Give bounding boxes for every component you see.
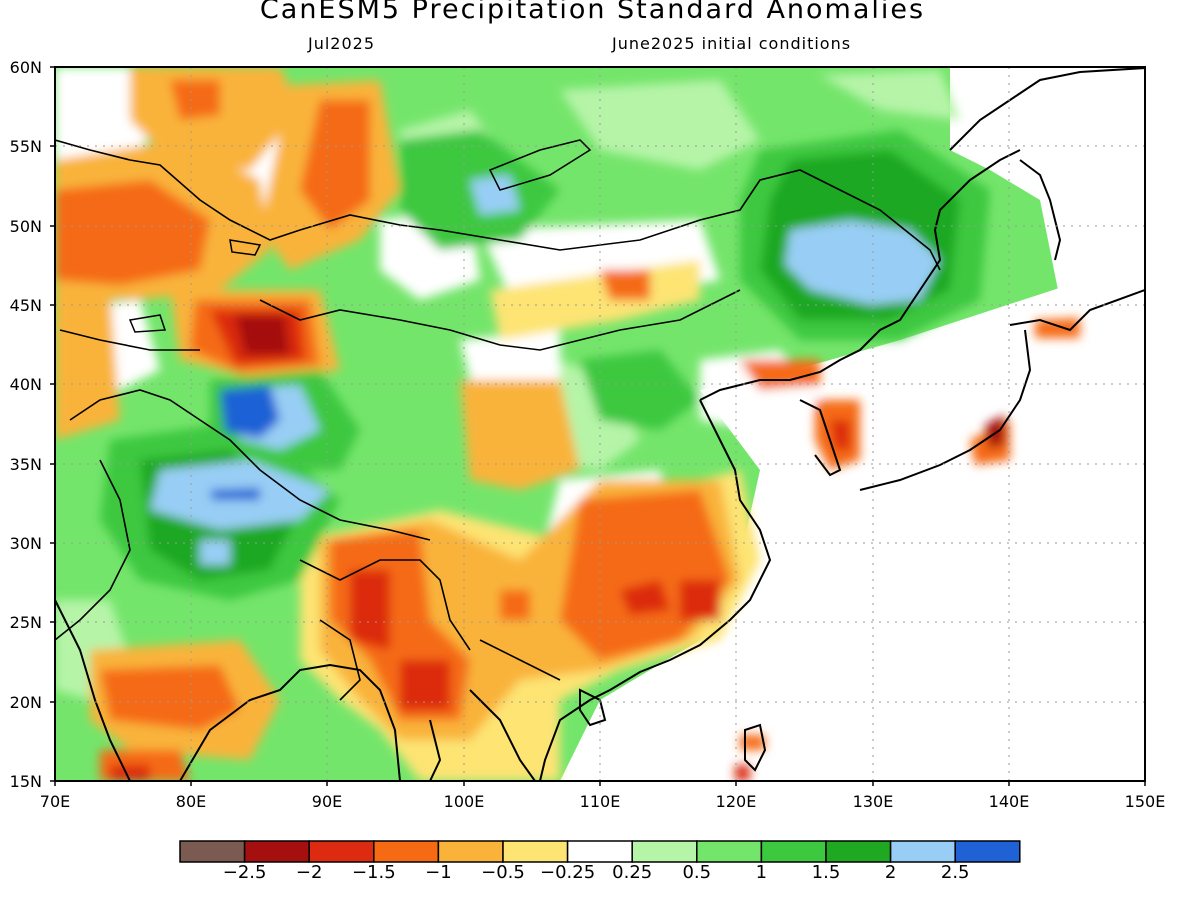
coastlines <box>55 67 1145 781</box>
lat-label: 35N <box>10 455 42 474</box>
colorbar-label: −2 <box>295 862 323 883</box>
lon-label: 120E <box>716 792 757 811</box>
colorbar <box>179 840 1021 863</box>
lat-label: 20N <box>10 693 42 712</box>
lon-label: 70E <box>40 792 70 811</box>
lat-label: 15N <box>10 772 42 791</box>
lon-label: 110E <box>580 792 621 811</box>
lon-label: 150E <box>1125 792 1166 811</box>
colorbar-swatch <box>243 840 310 863</box>
colorbar-swatch <box>760 840 827 863</box>
colorbar-swatch <box>502 840 569 863</box>
colorbar-label: −1 <box>425 862 452 883</box>
anomaly-field <box>55 67 1145 781</box>
colorbar-label: 2 <box>884 862 897 883</box>
colorbar-label: −0.25 <box>540 862 596 883</box>
lat-label: 50N <box>10 217 42 236</box>
lon-label: 100E <box>444 792 485 811</box>
colorbar-swatch <box>373 840 440 863</box>
colorbar-swatch <box>179 840 246 863</box>
gridlines <box>55 67 1145 781</box>
map-title: CanESM5 Precipitation Standard Anomalies <box>259 0 926 25</box>
colorbar-label: 0.5 <box>682 862 712 883</box>
lon-label: 140E <box>989 792 1030 811</box>
colorbar-label: 0.25 <box>612 862 653 883</box>
init-conditions-label: June2025 initial conditions <box>612 34 852 53</box>
colorbar-swatch <box>696 840 763 863</box>
lon-label: 90E <box>312 792 342 811</box>
lon-label: 130E <box>853 792 894 811</box>
colorbar-swatch <box>889 840 956 863</box>
colorbar-swatch <box>308 840 375 863</box>
latitude-labels: 60N 55N 50N 45N 40N 35N 30N 25N 20N 15N <box>10 58 42 791</box>
colorbar-label: 2.5 <box>940 862 970 883</box>
colorbar-label: −2.5 <box>222 862 267 883</box>
colorbar-label: −1.5 <box>351 862 396 883</box>
lat-label: 30N <box>10 534 42 553</box>
colorbar-swatch <box>437 840 504 863</box>
lat-label: 25N <box>10 613 42 632</box>
lat-label: 55N <box>10 137 42 156</box>
colorbar-label: 1 <box>755 862 768 883</box>
colorbar-swatch <box>566 840 633 863</box>
country-borders <box>55 139 941 701</box>
colorbar-swatch <box>631 840 698 863</box>
colorbar-label: 1.5 <box>811 862 841 883</box>
lat-label: 40N <box>10 375 42 394</box>
colorbar-swatch <box>954 840 1021 863</box>
colorbar-label: −0.5 <box>481 862 525 883</box>
lon-label: 80E <box>176 792 206 811</box>
longitude-labels: 70E 80E 90E 100E 110E 120E 130E 140E 150… <box>40 792 1166 811</box>
lat-label: 45N <box>10 296 42 315</box>
lat-label: 60N <box>10 58 42 77</box>
month-label: Jul2025 <box>308 34 376 53</box>
colorbar-swatch <box>825 840 892 863</box>
